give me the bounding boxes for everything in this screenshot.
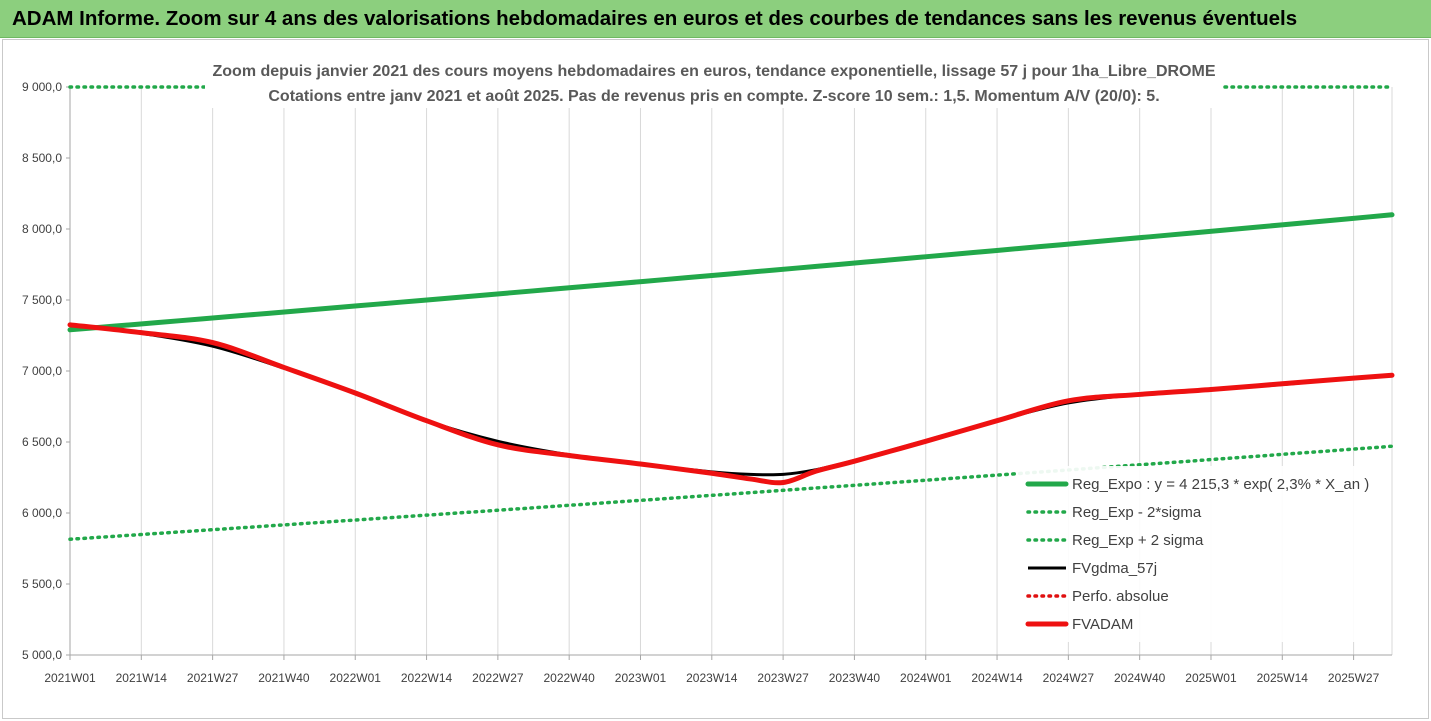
legend-entry: FVADAM <box>1072 616 1133 633</box>
legend-entry: Perfo. absolue <box>1072 588 1169 605</box>
fvadam-line <box>67 322 1395 486</box>
y-tick-label: 9 000,0 <box>22 80 62 94</box>
x-tick-label: 2021W14 <box>116 671 168 685</box>
legend-entry: FVgdma_57j <box>1072 560 1157 577</box>
x-tick-label: 2025W01 <box>1185 671 1237 685</box>
y-tick-label: 6 500,0 <box>22 435 62 449</box>
legend-entry: Reg_Expo : y = 4 215,3 * exp( 2,3% * X_a… <box>1072 476 1369 493</box>
fvgdma-57j-line <box>69 324 1393 477</box>
chart-title: Zoom depuis janvier 2021 des cours moyen… <box>213 63 1216 80</box>
legend-box <box>1018 466 1388 642</box>
x-tick-label: 2021W40 <box>258 671 310 685</box>
chart-title-box <box>205 56 1223 108</box>
y-tick-label: 8 000,0 <box>22 222 62 236</box>
reg-exp-minus-2sigma-line <box>68 444 1394 542</box>
x-tick-label: 2022W14 <box>401 671 453 685</box>
y-tick-label: 5 000,0 <box>22 648 62 662</box>
legend-entry: Reg_Exp + 2 sigma <box>1072 532 1204 549</box>
chart-subtitle: Cotations entre janv 2021 et août 2025. … <box>268 88 1159 105</box>
x-tick-label: 2022W40 <box>543 671 595 685</box>
reg-expo-line <box>67 212 1395 333</box>
x-tick-label: 2023W27 <box>757 671 809 685</box>
x-tick-label: 2025W27 <box>1328 671 1380 685</box>
y-tick-label: 8 500,0 <box>22 151 62 165</box>
x-tick-label: 2024W01 <box>900 671 952 685</box>
y-tick-label: 7 000,0 <box>22 364 62 378</box>
y-tick-label: 5 500,0 <box>22 577 62 591</box>
x-tick-label: 2021W27 <box>187 671 239 685</box>
x-tick-label: 2023W14 <box>686 671 738 685</box>
y-tick-label: 6 000,0 <box>22 506 62 520</box>
x-tick-label: 2023W01 <box>615 671 667 685</box>
x-tick-label: 2021W01 <box>44 671 96 685</box>
x-tick-label: 2024W14 <box>971 671 1023 685</box>
x-tick-label: 2022W27 <box>472 671 524 685</box>
y-tick-label: 7 500,0 <box>22 293 62 307</box>
x-tick-label: 2024W27 <box>1043 671 1095 685</box>
x-tick-label: 2023W40 <box>829 671 881 685</box>
x-tick-label: 2022W01 <box>330 671 382 685</box>
x-tick-label: 2024W40 <box>1114 671 1166 685</box>
x-tick-label: 2025W14 <box>1257 671 1309 685</box>
legend-entry: Reg_Exp - 2*sigma <box>1072 504 1202 521</box>
report-title: ADAM Informe. Zoom sur 4 ans des valoris… <box>0 0 1431 38</box>
